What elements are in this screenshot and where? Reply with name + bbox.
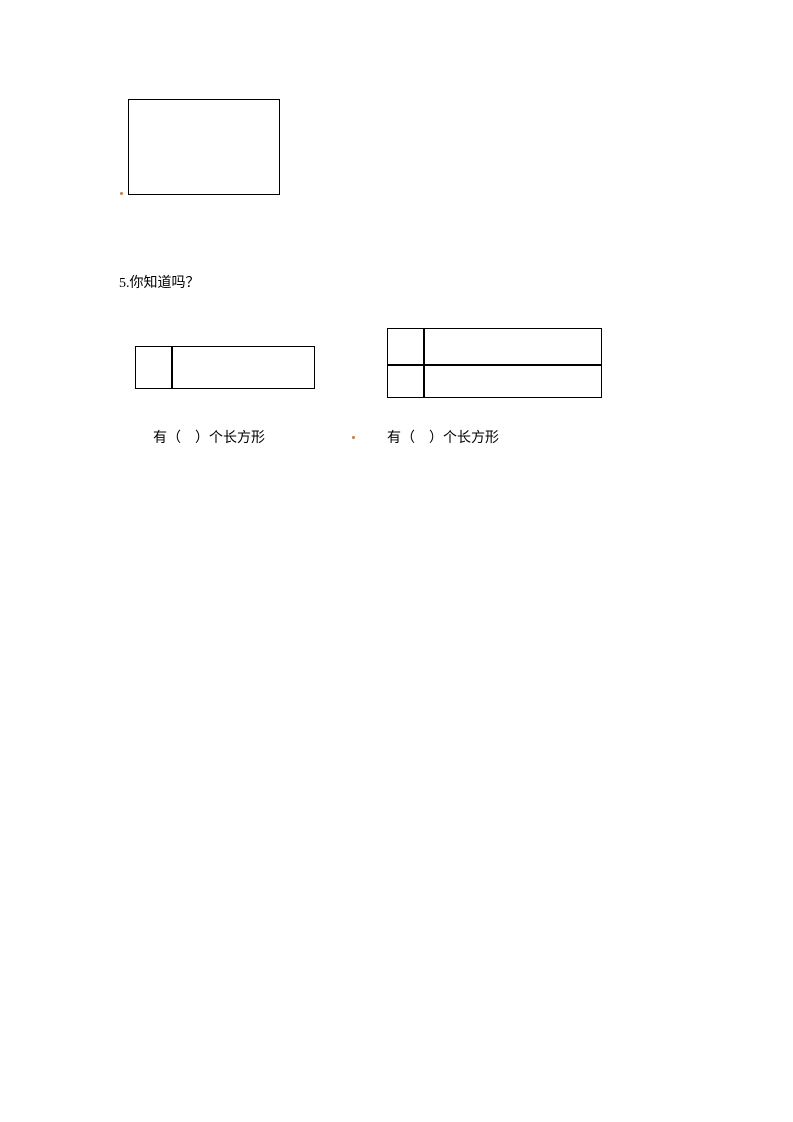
question-text-content: 你知道吗？ [130, 276, 200, 291]
answer-left-text: 有（ ）个长方形 [153, 427, 265, 447]
answer-left-prefix: 有（ [153, 431, 181, 446]
marker-dot-1 [120, 192, 123, 195]
answer-left-blank [181, 431, 195, 446]
answer-right-blank [415, 431, 429, 446]
diagram-right-vertical-divider [423, 329, 425, 397]
diagram-left-rectangle [135, 346, 315, 389]
question-5-label: 5.你知道吗？ [119, 272, 200, 292]
answer-left-suffix: ）个长方形 [195, 431, 265, 446]
diagram-right-rectangle [387, 328, 602, 398]
diagram-left-vertical-divider [171, 347, 173, 388]
answer-right-suffix: ）个长方形 [429, 431, 499, 446]
marker-dot-2 [352, 436, 355, 439]
top-rectangle [128, 99, 280, 195]
diagram-right-horizontal-divider [388, 364, 601, 366]
answer-right-text: 有（ ）个长方形 [387, 427, 499, 447]
question-number: 5. [119, 276, 130, 291]
answer-right-prefix: 有（ [387, 431, 415, 446]
